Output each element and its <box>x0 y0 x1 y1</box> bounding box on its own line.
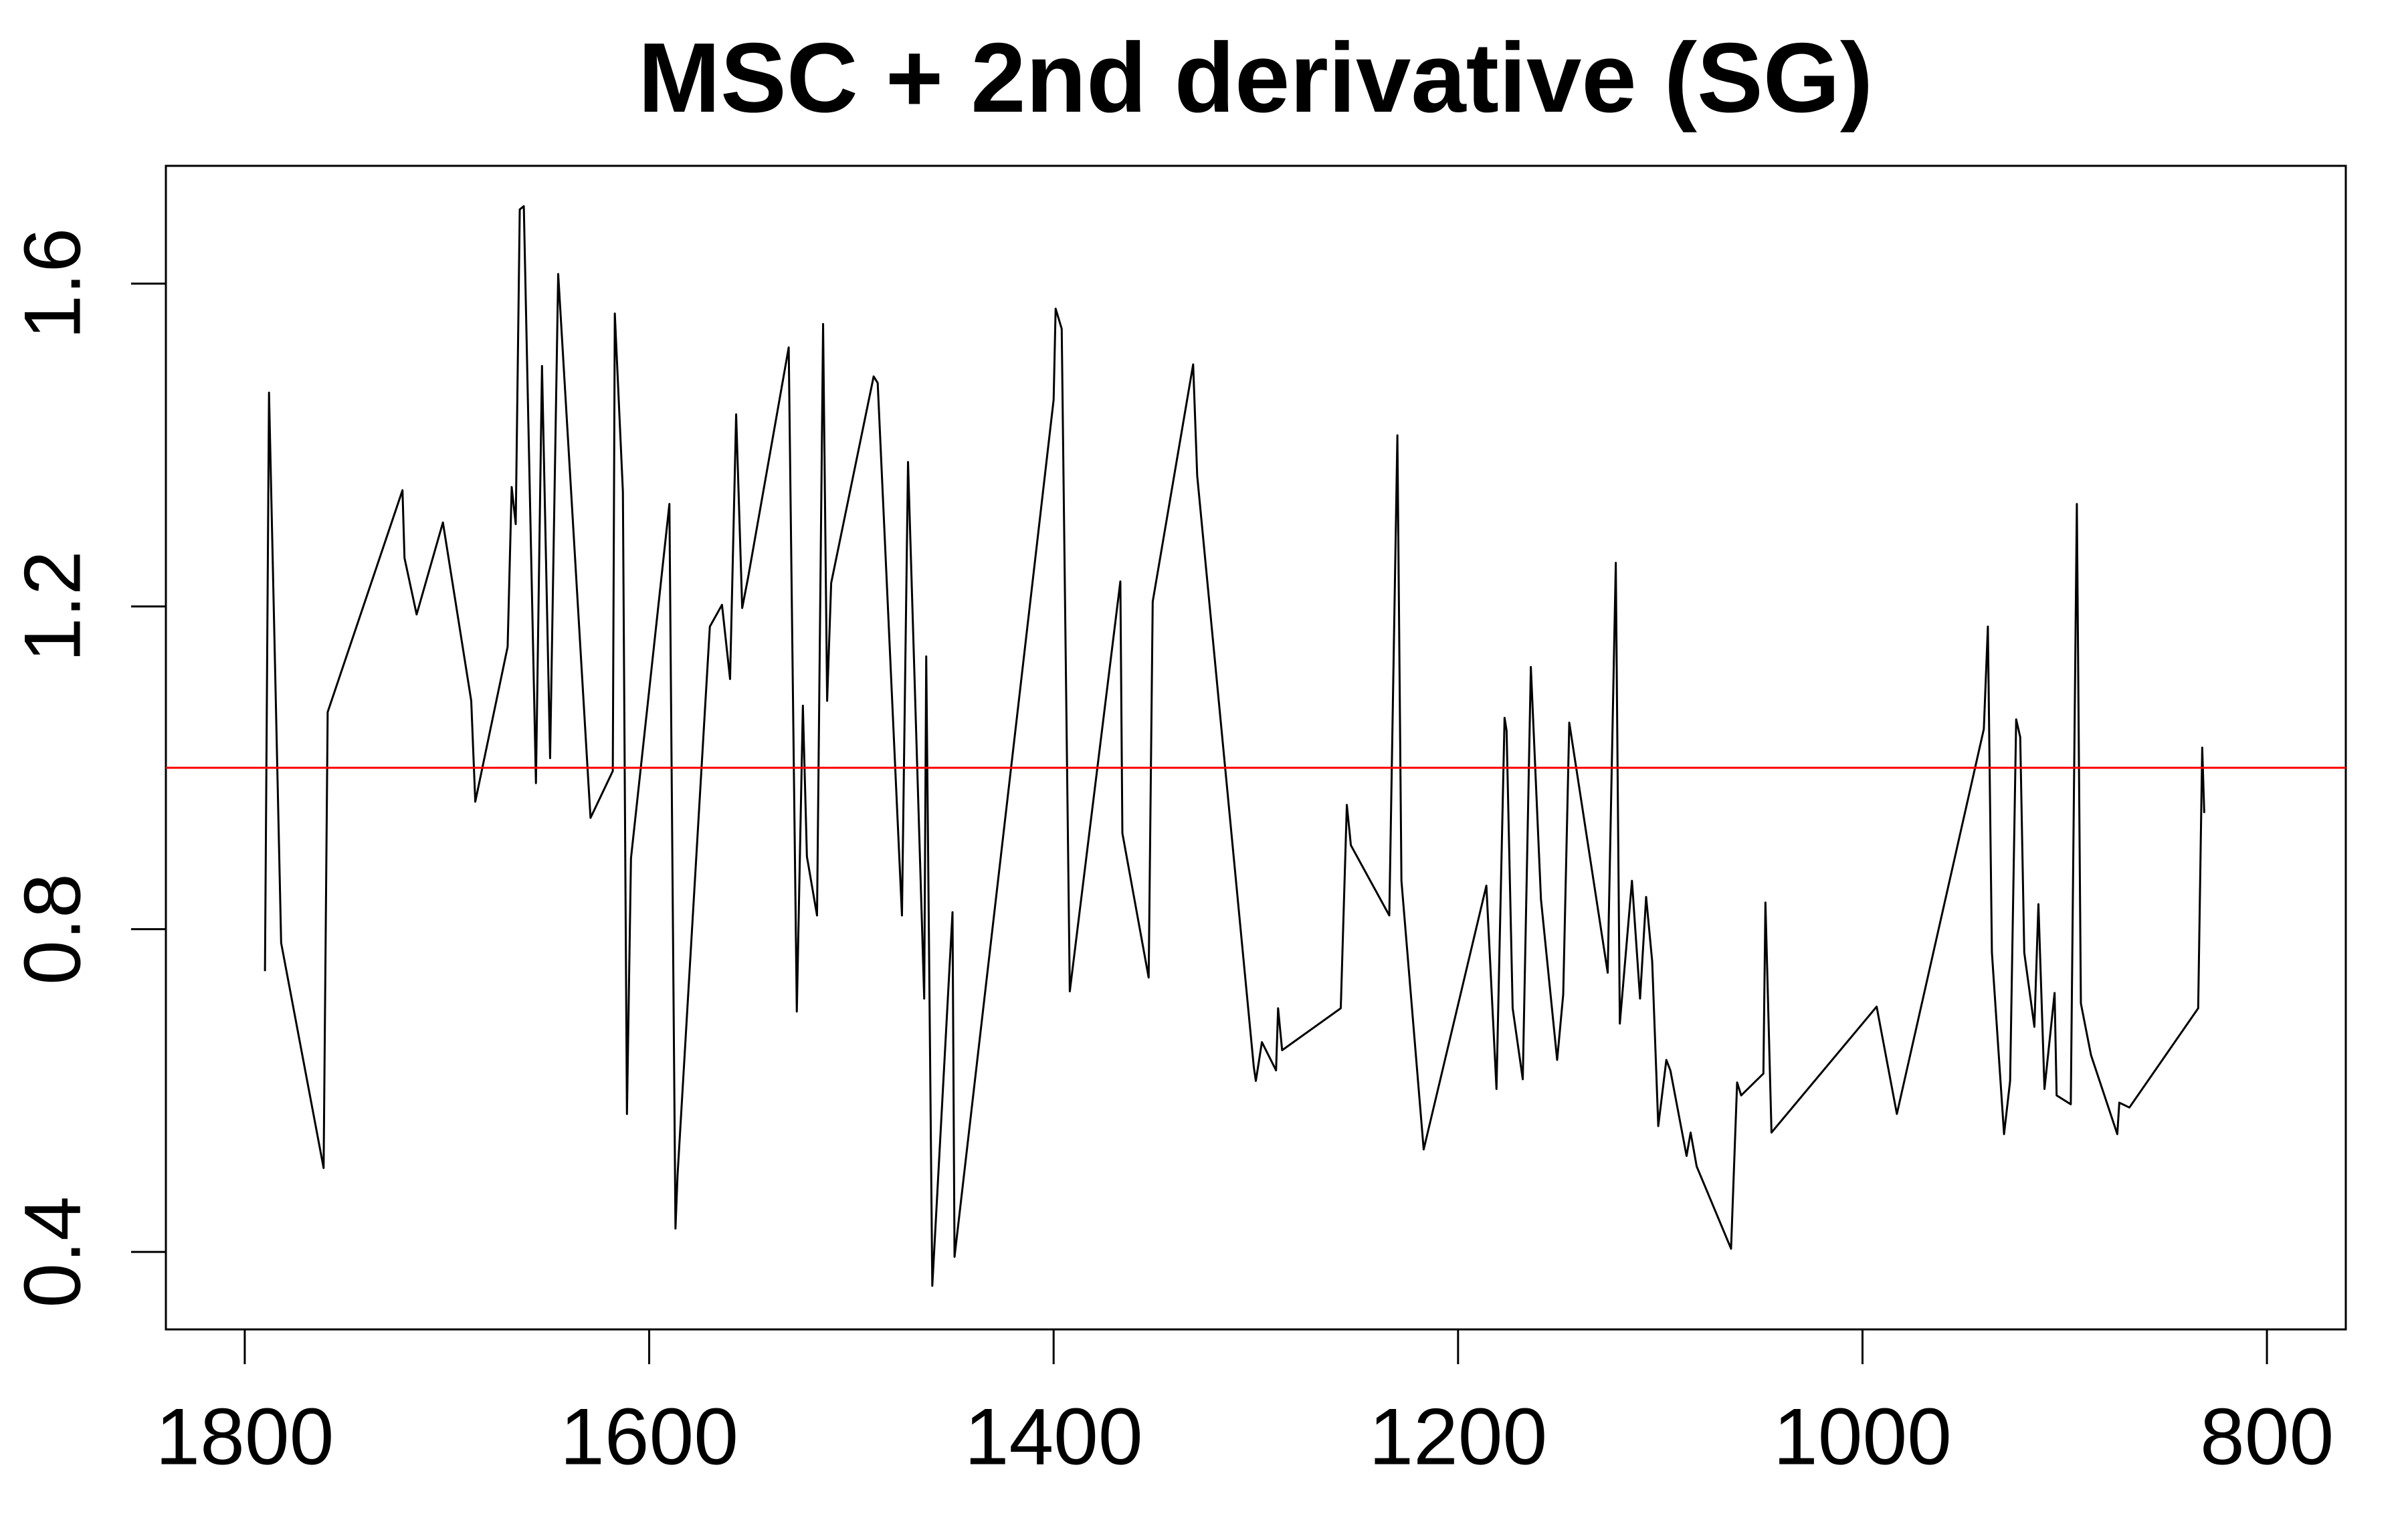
x-tick-label: 1200 <box>1369 1392 1547 1482</box>
y-tick-label: 1.2 <box>8 550 98 662</box>
y-tick-label: 0.4 <box>8 1196 98 1308</box>
x-tick-label: 1000 <box>1773 1392 1952 1482</box>
x-tick-label: 1600 <box>560 1392 738 1482</box>
data-line <box>264 205 2205 1287</box>
plot-frame <box>165 165 2347 1331</box>
x-tick-label: 800 <box>2200 1392 2334 1482</box>
x-tick-label: 1400 <box>965 1392 1143 1482</box>
x-tick-label: 1800 <box>155 1392 334 1482</box>
y-tick-label: 1.6 <box>8 228 98 340</box>
chart-title: MSC + 2nd derivative (SG) <box>638 23 1873 133</box>
y-tick-label: 0.8 <box>8 873 98 985</box>
